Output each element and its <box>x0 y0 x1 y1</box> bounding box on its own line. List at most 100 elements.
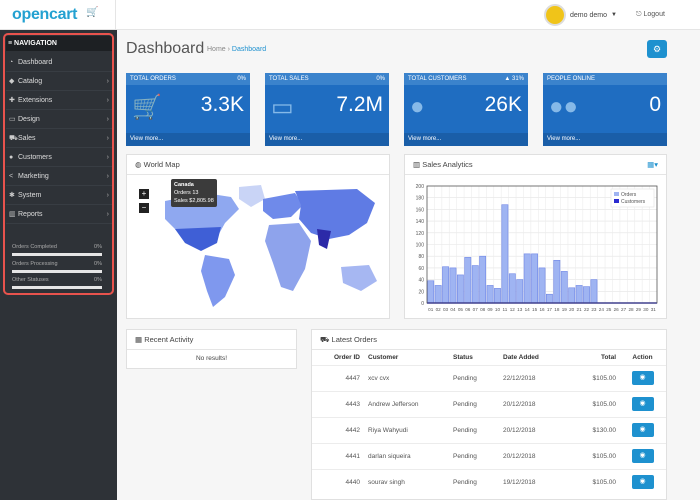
orders-bar <box>531 253 538 304</box>
orders-bar <box>471 265 479 304</box>
dashboard-settings-button[interactable]: ⚙ <box>647 40 667 58</box>
customer-cell: sourav singh <box>364 468 453 495</box>
x-tick-label: 27 <box>621 307 627 312</box>
view-more-link[interactable]: View more... <box>265 133 389 146</box>
y-tick-label: 140 <box>416 219 425 225</box>
view-more-link[interactable]: View more... <box>126 133 250 146</box>
recent-activity-title: Recent Activity <box>144 335 194 344</box>
opencart-logo[interactable]: opencart <box>12 6 78 23</box>
bar-chart-icon: ▥ <box>413 160 421 169</box>
progress-percent: 0% <box>94 244 102 250</box>
x-tick-label: 05 <box>458 307 464 312</box>
tile-badge: ▲ 31% <box>504 76 524 82</box>
eye-icon: ◉ <box>639 426 646 433</box>
x-tick-label: 06 <box>465 307 471 312</box>
status-cell: Pending <box>453 442 503 469</box>
sidebar-item-catalog[interactable]: ◆ Catalog › <box>6 72 112 91</box>
sidebar-item-reports[interactable]: ▥ Reports › <box>6 205 112 224</box>
sidebar-item-dashboard[interactable]: ◔ Dashboard <box>6 53 112 72</box>
chevron-right-icon: › <box>106 211 109 218</box>
orders-bar <box>494 288 501 304</box>
order-id-cell: 4447 <box>312 364 364 391</box>
progress-label: Orders Completed <box>12 244 57 250</box>
view-order-button[interactable]: ◉ <box>631 371 654 385</box>
view-order-button[interactable]: ◉ <box>631 423 654 437</box>
y-tick-label: 20 <box>418 289 424 295</box>
eye-icon: ◉ <box>639 452 646 459</box>
other-statuses-progress: Other Statuses 0% <box>12 277 102 295</box>
customer-cell: Andrew Jefferson <box>364 390 453 417</box>
view-more-link[interactable]: View more... <box>543 133 667 146</box>
view-order-button[interactable]: ◉ <box>631 449 654 463</box>
eye-icon: ◉ <box>639 478 646 486</box>
x-tick-label: 18 <box>554 307 560 312</box>
tile-badge: 0% <box>237 76 246 82</box>
navigation-header: ≡ NAVIGATION <box>6 36 112 51</box>
recent-activity-header: ▦ Recent Activity <box>127 330 296 350</box>
col-order-id: Order ID <box>333 354 360 362</box>
user-icon: ● <box>410 93 425 120</box>
zoom-in-button[interactable]: + <box>139 189 149 199</box>
world-map[interactable] <box>135 179 383 313</box>
x-tick-label: 26 <box>614 307 620 312</box>
orders-bar <box>583 286 590 304</box>
x-tick-label: 21 <box>577 307 583 312</box>
calendar-dropdown-button[interactable]: ▦▾ <box>647 160 658 169</box>
sidebar-item-customers[interactable]: ● Customers › <box>6 148 112 167</box>
order-id-cell: 4443 <box>312 390 364 417</box>
user-icon: ● <box>9 154 14 161</box>
x-tick-label: 04 <box>450 307 456 312</box>
progress-label: Other Statuses <box>12 277 49 283</box>
orders-bar <box>538 267 546 304</box>
customer-cell: darlan siqueira <box>364 442 453 469</box>
col-status: Status <box>453 354 473 362</box>
table-row: 4442 Riya Wahyudi Pending 20/12/2018 $13… <box>312 416 666 443</box>
breadcrumb-home[interactable]: Home <box>207 46 226 53</box>
x-tick-label: 28 <box>628 307 634 312</box>
x-tick-label: 09 <box>488 307 494 312</box>
sidebar-item-design[interactable]: ▭ Design › <box>6 110 112 129</box>
chevron-right-icon: › <box>106 78 109 85</box>
tooltip-orders: Orders 13 <box>174 190 199 196</box>
tile-value: 0 <box>649 93 661 116</box>
y-tick-label: 160 <box>416 207 425 213</box>
sales-analytics-title: Sales Analytics <box>422 160 473 169</box>
y-tick-label: 60 <box>418 266 424 272</box>
view-more-link[interactable]: View more... <box>404 133 528 146</box>
orders-bar <box>516 279 524 304</box>
orders-completed-progress: Orders Completed 0% <box>12 244 102 262</box>
table-row: 4443 Andrew Jefferson Pending 20/12/2018… <box>312 390 666 417</box>
user-name: demo demo <box>570 11 607 19</box>
action-cell: ◉ <box>619 364 666 391</box>
orders-bar <box>523 253 531 304</box>
page-title: Dashboard <box>126 40 205 57</box>
zoom-out-button[interactable]: − <box>139 203 149 213</box>
date-cell: 20/12/2018 <box>503 390 563 417</box>
progress-bar <box>12 270 102 273</box>
gear-icon: ✱ <box>9 192 15 199</box>
y-tick-label: 120 <box>416 231 425 237</box>
view-order-button[interactable]: ◉ <box>631 397 654 411</box>
latest-orders-panel: ⛟ Latest Orders Order ID Customer Status… <box>311 329 667 500</box>
tag-icon: ◆ <box>9 78 15 85</box>
view-order-button[interactable]: ◉ <box>631 475 654 490</box>
tooltip-country: Canada <box>174 182 194 188</box>
breadcrumb-separator: › <box>227 46 232 53</box>
sidebar-item-extensions[interactable]: ✚ Extensions › <box>6 91 112 110</box>
action-cell: ◉ <box>619 416 666 443</box>
breadcrumb-dashboard[interactable]: Dashboard <box>231 46 267 53</box>
sidebar-item-marketing[interactable]: < Marketing › <box>6 167 112 186</box>
x-tick-label: 17 <box>547 307 553 312</box>
sidebar-item-sales[interactable]: ⛟Sales › <box>6 129 112 148</box>
tile-value: 26K <box>484 93 522 116</box>
dashboard-icon: ◔ <box>9 59 14 66</box>
sidebar-item-system[interactable]: ✱ System › <box>6 186 112 205</box>
orders-bar <box>442 266 449 304</box>
world-map-panel: ◍ World Map + − Canada Orders 13 Sales $… <box>126 154 390 319</box>
x-tick-label: 23 <box>591 307 597 312</box>
logout-link[interactable]: ⎋ Logout <box>636 11 665 19</box>
cart-icon: ⛟ <box>320 335 330 344</box>
tile-title: TOTAL CUSTOMERS <box>408 76 467 82</box>
user-menu[interactable]: demo demo ▼ <box>544 4 617 26</box>
no-results-text: No results! <box>195 355 228 362</box>
